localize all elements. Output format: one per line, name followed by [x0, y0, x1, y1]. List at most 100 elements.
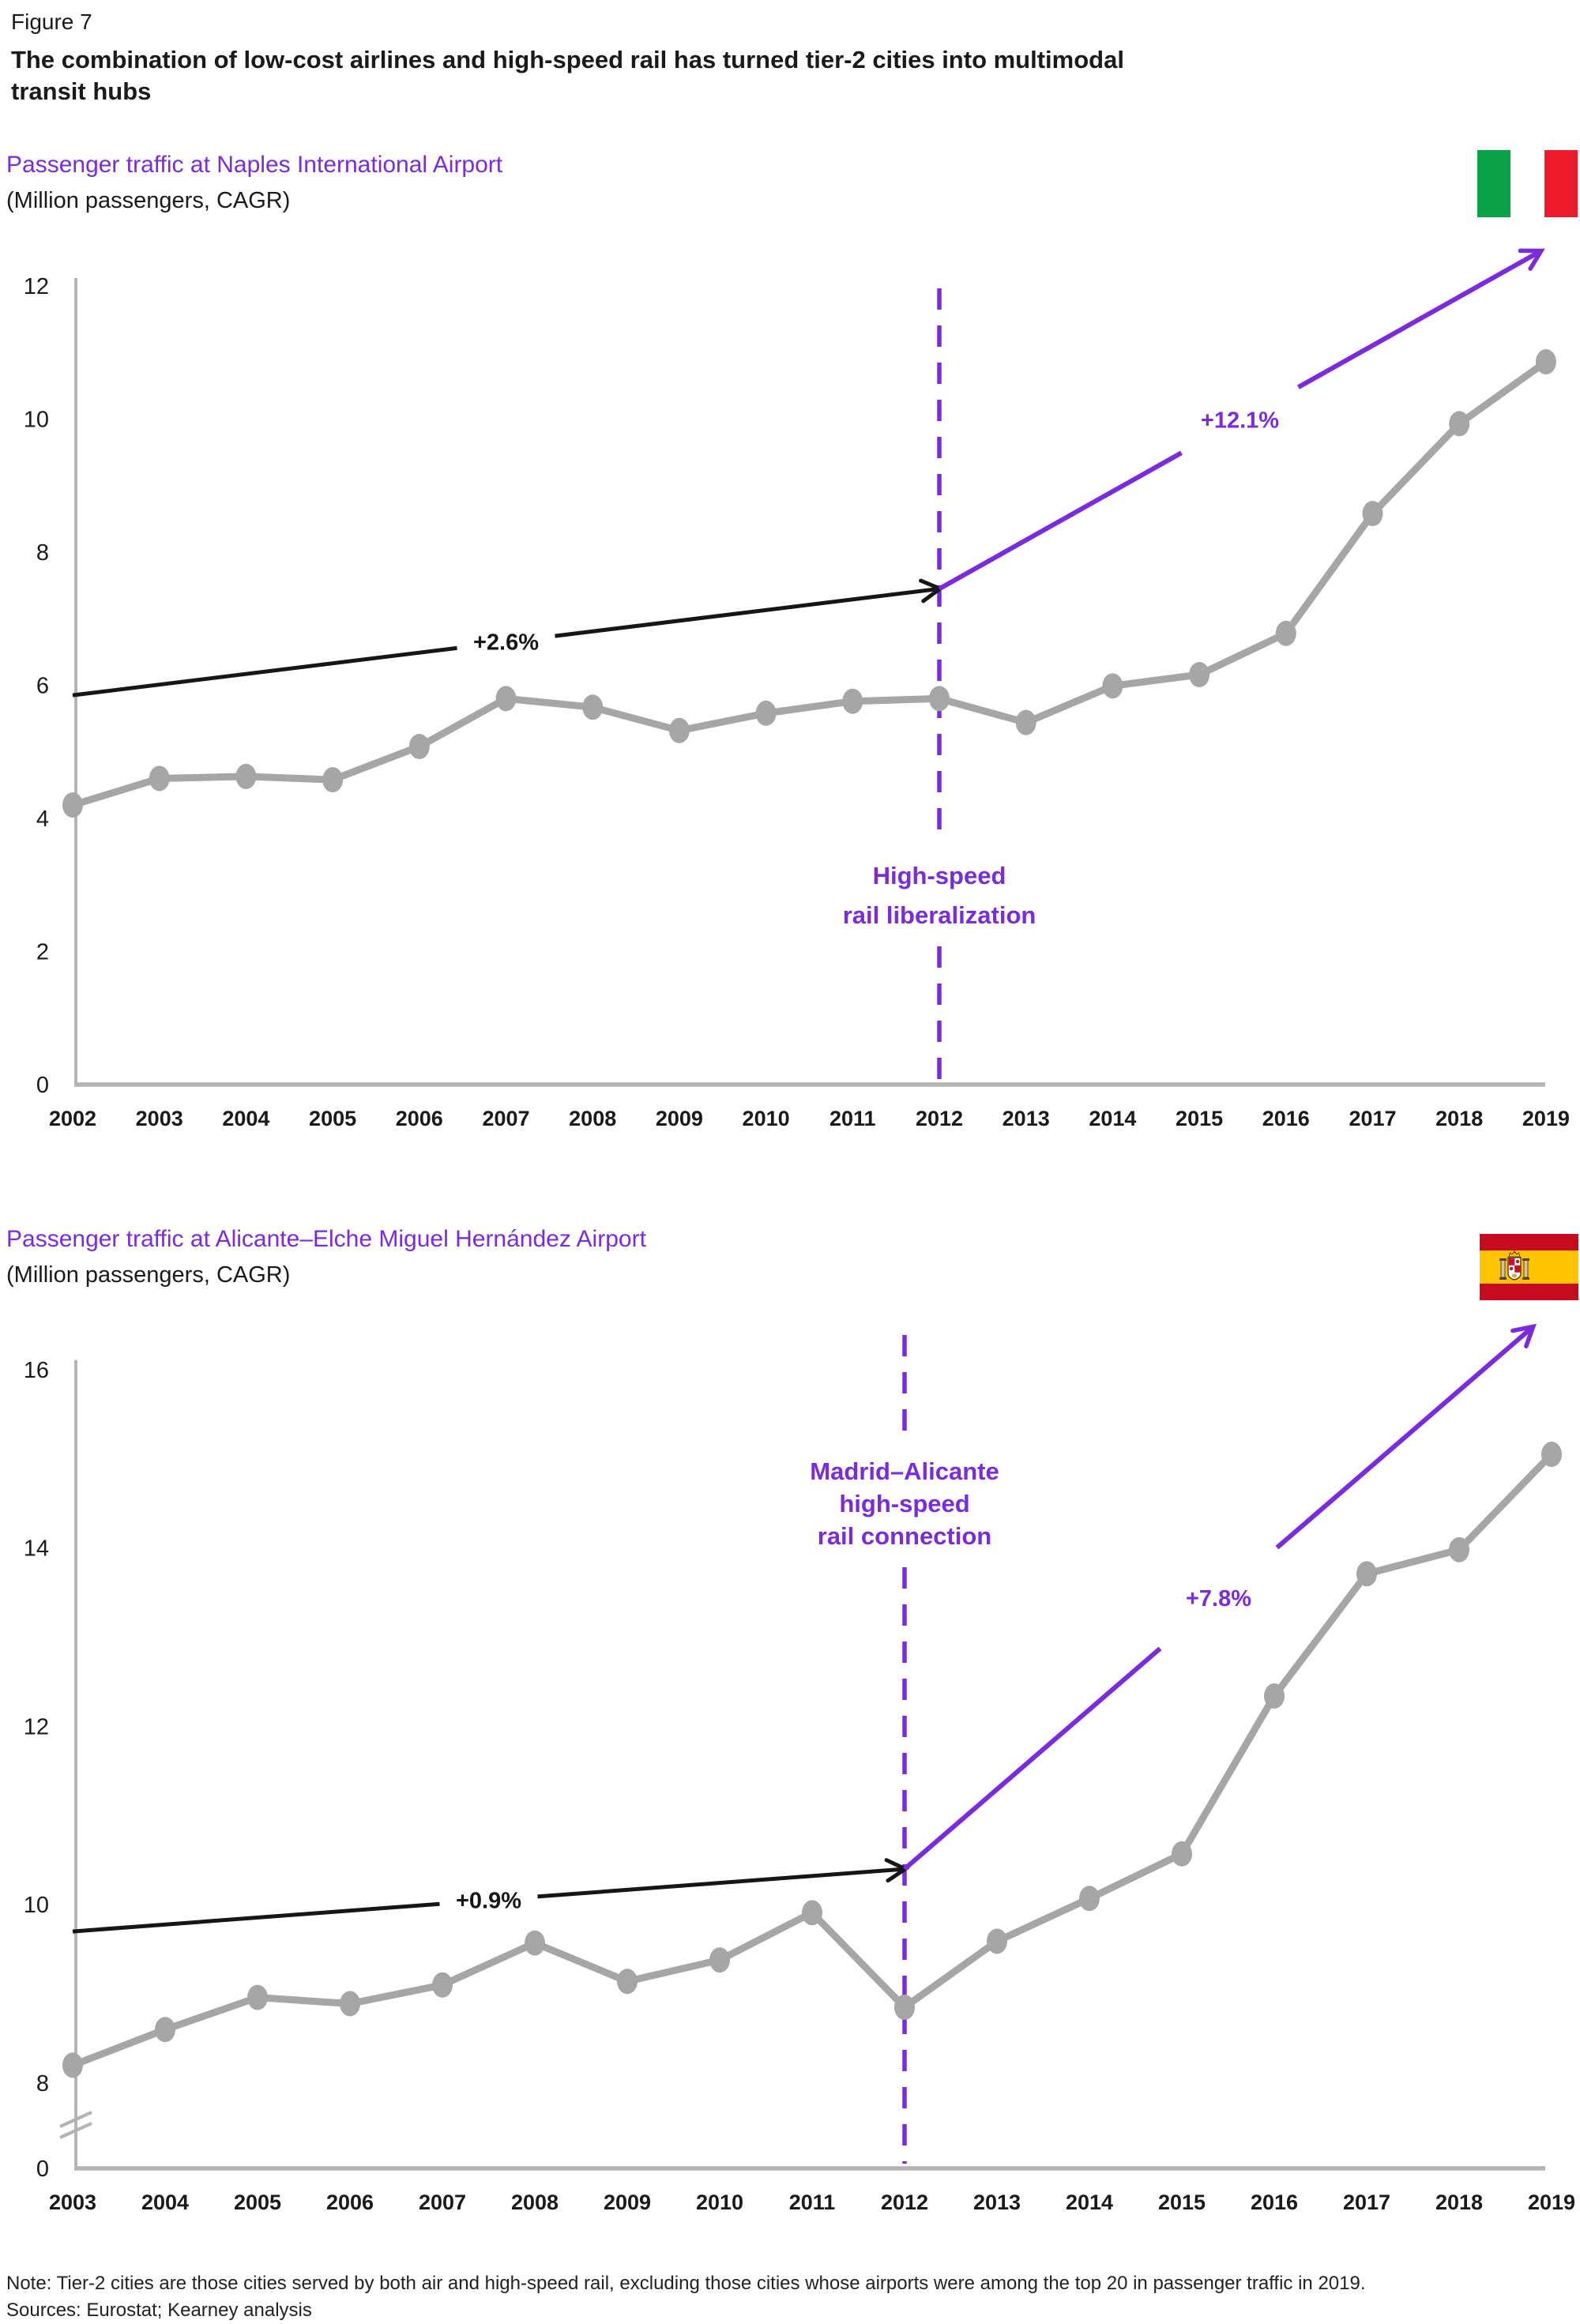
x-tick-label: 2003 — [136, 1107, 183, 1130]
data-point-2005 — [322, 767, 344, 793]
y-tick-label: 16 — [24, 1358, 49, 1383]
post-trend-cagr-label: +12.1% — [1201, 408, 1279, 434]
sources-text: Sources: Eurostat; Kearney analysis — [6, 2300, 312, 2321]
data-point-2011 — [802, 1900, 822, 1926]
y-tick-label: 4 — [36, 807, 49, 832]
data-point-2004 — [155, 2017, 175, 2043]
data-point-2006 — [408, 734, 430, 760]
data-point-2004 — [235, 763, 257, 789]
x-tick-label: 2006 — [396, 1107, 443, 1130]
data-point-2003 — [62, 2052, 83, 2078]
figure-title-line-1: The combination of low-cost airlines and… — [11, 46, 1124, 73]
x-tick-label: 2014 — [1066, 2191, 1113, 2214]
event-label-line: High-speed — [873, 862, 1006, 889]
x-tick-label: 2011 — [789, 2191, 836, 2214]
pre-trend-line — [72, 645, 457, 698]
x-tick-label: 2008 — [511, 2191, 559, 2214]
data-point-2012 — [894, 1995, 915, 2021]
data-point-2019 — [1541, 1442, 1562, 1468]
x-tick-label: 2015 — [1176, 1107, 1223, 1130]
x-tick-label: 2009 — [604, 2191, 651, 2214]
data-point-2005 — [247, 1984, 268, 2010]
y-axis-break-mark — [59, 2122, 92, 2139]
x-tick-label: 2004 — [222, 1107, 269, 1130]
y-tick-label: 0 — [36, 2157, 49, 2182]
figure-label: Figure 7 — [11, 9, 92, 34]
data-point-2003 — [149, 765, 170, 792]
data-point-2002 — [62, 792, 83, 818]
x-tick-label: 2013 — [973, 2191, 1021, 2214]
x-tick-label: 2006 — [326, 2191, 374, 2214]
data-point-2015 — [1189, 662, 1210, 688]
data-point-2014 — [1102, 673, 1123, 699]
data-point-2009 — [668, 717, 690, 743]
x-tick-label: 2007 — [419, 2191, 466, 2214]
event-label-line: rail liberalization — [843, 901, 1036, 929]
figure-title-line-2: transit hubs — [11, 77, 152, 105]
x-tick-label: 2010 — [696, 2191, 743, 2214]
x-tick-label: 2018 — [1435, 1107, 1483, 1130]
x-tick-label: 2018 — [1435, 2191, 1483, 2214]
data-point-2017 — [1362, 501, 1383, 527]
x-tick-label: 2013 — [1003, 1107, 1050, 1130]
data-point-2013 — [987, 1928, 1007, 1954]
pre-trend-cagr-label: +0.9% — [456, 1889, 521, 1914]
y-tick-label: 12 — [24, 1714, 49, 1739]
data-point-2017 — [1356, 1561, 1377, 1587]
y-tick-label: 12 — [24, 274, 49, 299]
data-point-2012 — [929, 686, 950, 712]
spain-flag — [1480, 1234, 1578, 1300]
italy-flag-green-stripe — [1477, 150, 1511, 217]
x-tick-label: 2009 — [656, 1107, 703, 1130]
data-point-2014 — [1079, 1886, 1100, 1912]
y-tick-label: 14 — [24, 1536, 49, 1562]
y-tick-label: 8 — [36, 2071, 49, 2096]
x-tick-label: 2012 — [881, 2191, 928, 2214]
pre-trend-line — [72, 1901, 440, 1934]
data-point-2011 — [842, 688, 863, 714]
data-point-2010 — [709, 1947, 730, 1973]
y-axis-break-mark — [59, 2111, 92, 2128]
data-point-2018 — [1449, 1536, 1469, 1562]
x-tick-label: 2008 — [569, 1107, 616, 1130]
post-trend-line — [903, 1646, 1162, 1871]
footnote-block: Note: Tier-2 cities are those cities ser… — [6, 2270, 1366, 2324]
x-tick-label: 2012 — [916, 1107, 963, 1130]
data-point-2008 — [525, 1930, 545, 1956]
x-tick-label: 2005 — [234, 2191, 281, 2214]
post-trend-arrow — [1297, 248, 1545, 389]
pre-trend-arrow — [537, 1858, 910, 1899]
x-tick-label: 2010 — [743, 1107, 790, 1130]
data-point-2016 — [1264, 1683, 1285, 1709]
data-point-2007 — [495, 686, 517, 712]
figure-title: The combination of low-cost airlines and… — [11, 44, 1124, 107]
data-point-2018 — [1449, 411, 1470, 437]
spain-flag-coat-of-arms — [1499, 1250, 1529, 1280]
pre-trend-cagr-label: +2.6% — [473, 630, 539, 656]
post-trend-cagr-label: +7.8% — [1186, 1586, 1251, 1611]
x-tick-label: 2017 — [1343, 2191, 1390, 2214]
event-label-line: rail connection — [818, 1522, 991, 1550]
pre-trend-arrow — [555, 578, 945, 638]
data-point-2008 — [582, 694, 604, 720]
y-tick-label: 6 — [36, 674, 49, 699]
x-tick-label: 2002 — [49, 1107, 96, 1130]
data-point-2009 — [617, 1969, 638, 1995]
x-tick-label: 2003 — [49, 2191, 96, 2214]
traffic-line — [69, 358, 1550, 809]
data-point-2013 — [1015, 709, 1036, 735]
data-point-2010 — [755, 700, 777, 726]
x-tick-label: 2015 — [1158, 2191, 1206, 2214]
x-tick-label: 2004 — [141, 2191, 189, 2214]
y-tick-label: 10 — [24, 1893, 49, 1918]
x-tick-label: 2019 — [1528, 2191, 1575, 2214]
italy-flag — [1477, 150, 1578, 217]
chart2-subtitle: (Million passengers, CAGR) — [6, 1262, 291, 1288]
chart1-title: Passenger traffic at Naples Internationa… — [6, 152, 503, 178]
event-label-line: Madrid–Alicante — [810, 1457, 999, 1485]
data-point-2019 — [1535, 349, 1556, 375]
x-tick-label: 2016 — [1251, 2191, 1298, 2214]
